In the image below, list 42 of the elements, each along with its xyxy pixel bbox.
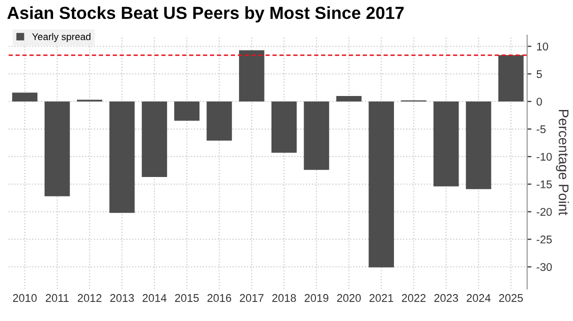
y-tick-label: -5	[536, 125, 546, 134]
y-tick-label: 0	[536, 98, 542, 106]
y-axis-title: Percentage Point	[556, 110, 569, 216]
x-tick-label: 2021	[370, 294, 394, 302]
bar	[368, 101, 394, 268]
y-tick-label: -15	[536, 180, 552, 188]
bar	[498, 55, 524, 102]
bar	[433, 101, 459, 186]
x-tick-label: 2024	[466, 294, 491, 302]
x-tick-label: 2016	[207, 294, 232, 302]
x-tick-label: 2020	[337, 294, 361, 302]
bar	[336, 96, 362, 102]
x-tick-label: 2018	[272, 294, 296, 302]
bar	[206, 101, 232, 141]
y-tick-label: 5	[536, 70, 542, 78]
x-tick-label: 2014	[142, 294, 166, 302]
x-tick-label: 2013	[110, 294, 134, 302]
bar	[142, 101, 168, 177]
x-tick-label: 2019	[304, 294, 328, 302]
bar	[466, 101, 492, 190]
x-tick-label: 2015	[175, 294, 199, 302]
bar	[109, 101, 135, 213]
bar	[12, 92, 38, 102]
x-tick-label: 2010	[13, 294, 37, 302]
y-tick-label: -10	[536, 152, 552, 161]
bar	[239, 50, 264, 102]
y-tick-label: -25	[536, 236, 552, 244]
x-tick-label: 2011	[46, 294, 69, 302]
y-tick-label: -30	[536, 263, 552, 271]
bar	[304, 101, 330, 170]
x-tick-label: 2023	[434, 294, 458, 302]
x-tick-label: 2012	[78, 294, 102, 302]
bar	[174, 101, 200, 121]
chart-title: Asian Stocks Beat US Peers by Most Since 2017	[7, 6, 404, 22]
bar	[44, 101, 70, 196]
x-tick-label: 2025	[499, 294, 523, 302]
y-tick-label: 10	[537, 42, 548, 50]
x-tick-label: 2022	[402, 294, 426, 302]
y-tick-label: -20	[536, 208, 552, 216]
bar	[271, 101, 297, 153]
x-tick-label: 2017	[240, 294, 264, 302]
legend-label: Yearly spread	[32, 32, 90, 42]
